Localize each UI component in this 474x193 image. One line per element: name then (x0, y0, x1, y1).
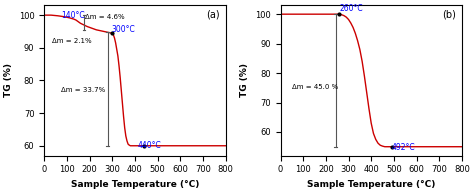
Text: 300°C: 300°C (111, 25, 135, 34)
X-axis label: Sample Temperature (°C): Sample Temperature (°C) (71, 180, 199, 189)
Text: (b): (b) (443, 10, 456, 20)
Text: 440°C: 440°C (137, 141, 161, 150)
Text: Δm = 2.1%: Δm = 2.1% (52, 38, 92, 44)
Y-axis label: TG (%): TG (%) (4, 63, 13, 97)
Text: 260°C: 260°C (339, 4, 363, 13)
Text: Δm = 33.7%: Δm = 33.7% (61, 87, 105, 93)
Text: 492°C: 492°C (391, 143, 415, 152)
X-axis label: Sample Temperature (°C): Sample Temperature (°C) (307, 180, 436, 189)
Text: Δm = 45.0 %: Δm = 45.0 % (292, 84, 338, 90)
Text: 140°C: 140°C (61, 11, 85, 20)
Text: (a): (a) (207, 10, 220, 20)
Y-axis label: TG (%): TG (%) (240, 63, 249, 97)
Text: Δm = 4.6%: Δm = 4.6% (85, 14, 125, 20)
